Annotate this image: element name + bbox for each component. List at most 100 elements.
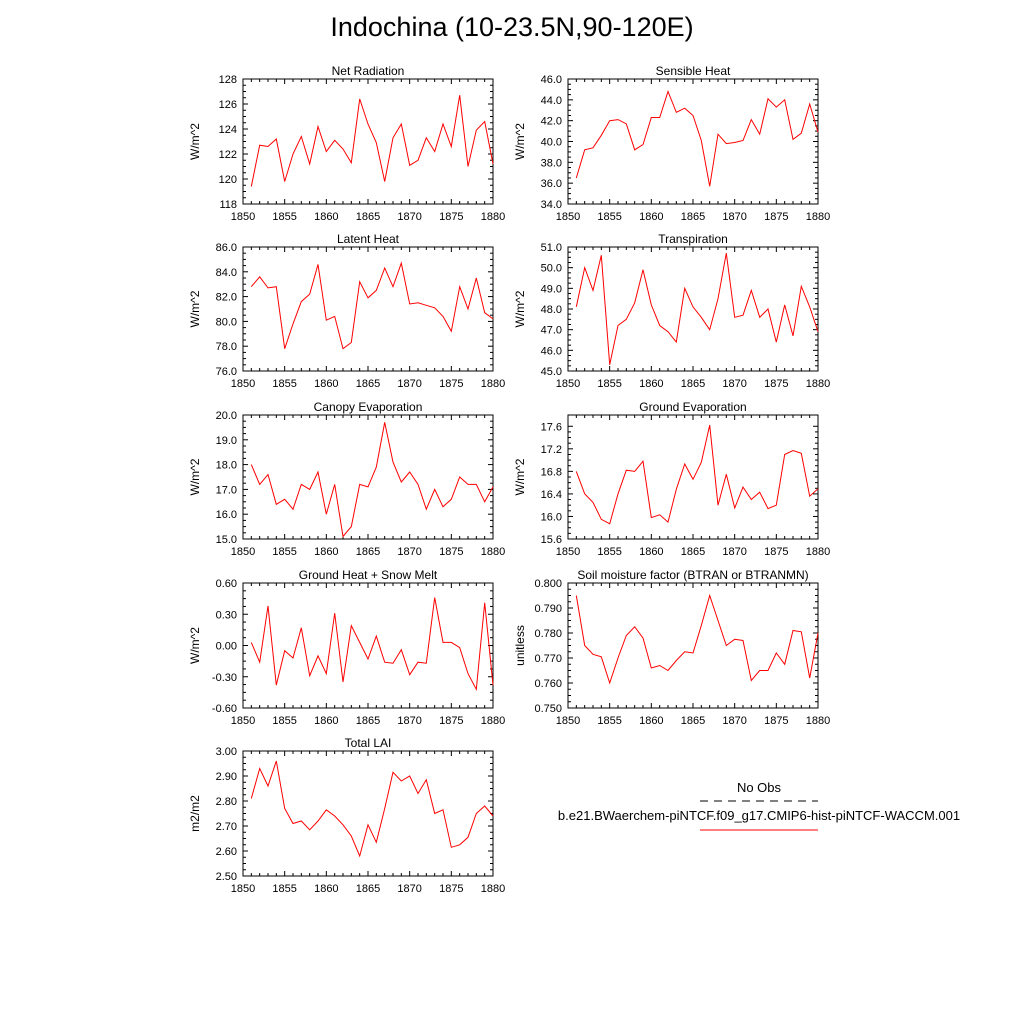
y-tick-label: 16.0	[541, 511, 562, 523]
x-tick-label: 1855	[272, 883, 296, 895]
y-tick-label: 124	[219, 124, 237, 136]
y-axis-label: m2/m2	[188, 795, 202, 832]
x-tick-label: 1850	[231, 211, 255, 223]
panel-title: Sensible Heat	[656, 64, 731, 78]
x-tick-label: 1850	[231, 546, 255, 558]
series-line	[250, 760, 494, 858]
y-tick-label: 19.0	[216, 435, 237, 447]
x-tick-label: 1865	[681, 715, 705, 727]
legend: No Obs b.e21.BWaerchem-piNTCF.f09_g17.CM…	[558, 780, 960, 831]
x-tick-label: 1860	[639, 546, 663, 558]
y-tick-label: 16.8	[541, 466, 562, 478]
x-tick-label: 1875	[764, 211, 788, 223]
x-tick-label: 1875	[439, 211, 463, 223]
x-tick-label: 1850	[231, 715, 255, 727]
plot-frame	[567, 78, 819, 205]
series-line	[250, 95, 494, 187]
x-tick-label: 1860	[314, 715, 338, 727]
y-axis-label: W/m^2	[188, 458, 202, 495]
panel-title: Canopy Evaporation	[314, 400, 423, 414]
x-tick-label: 1860	[639, 211, 663, 223]
y-tick-label: 128	[219, 74, 237, 86]
x-tick-label: 1875	[764, 378, 788, 390]
y-tick-label: 2.70	[216, 821, 237, 833]
x-tick-label: 1865	[356, 211, 380, 223]
x-tick-label: 1870	[397, 883, 421, 895]
y-tick-label: 15.6	[541, 534, 562, 546]
y-tick-label: 42.0	[541, 116, 562, 128]
y-tick-label: 78.0	[216, 341, 237, 353]
y-tick-label: 0.770	[534, 653, 562, 665]
x-tick-label: 1850	[556, 378, 580, 390]
x-tick-label: 1875	[439, 546, 463, 558]
panel-title: Total LAI	[345, 736, 392, 750]
x-tick-label: 1875	[764, 715, 788, 727]
y-tick-label: 3.00	[216, 746, 237, 758]
x-tick-label: 1855	[597, 546, 621, 558]
x-tick-label: 1880	[806, 378, 830, 390]
x-tick-label: 1875	[764, 546, 788, 558]
panel-title: Latent Heat	[337, 232, 400, 246]
x-tick-label: 1855	[272, 378, 296, 390]
y-axis-label: unitless	[513, 625, 527, 666]
x-tick-label: 1860	[314, 211, 338, 223]
y-tick-label: 16.0	[216, 509, 237, 521]
y-axis-label: W/m^2	[513, 290, 527, 327]
y-tick-label: 44.0	[541, 95, 562, 107]
x-tick-label: 1865	[356, 546, 380, 558]
series-line	[575, 593, 819, 685]
x-tick-label: 1855	[597, 211, 621, 223]
x-tick-label: 1865	[356, 715, 380, 727]
x-tick-label: 1880	[481, 546, 505, 558]
legend-model-label: b.e21.BWaerchem-piNTCF.f09_g17.CMIP6-his…	[558, 808, 960, 823]
y-tick-label: 36.0	[541, 178, 562, 190]
x-tick-label: 1865	[356, 378, 380, 390]
y-tick-label: 48.0	[541, 304, 562, 316]
x-tick-label: 1855	[272, 211, 296, 223]
y-axis-label: W/m^2	[188, 627, 202, 664]
plot-frame	[242, 78, 494, 205]
y-tick-label: 126	[219, 99, 237, 111]
x-tick-label: 1850	[556, 546, 580, 558]
y-tick-label: -0.30	[212, 672, 237, 684]
x-tick-label: 1875	[439, 883, 463, 895]
y-tick-label: 2.80	[216, 796, 237, 808]
y-tick-label: 84.0	[216, 267, 237, 279]
chart-panel: Sensible Heat 1850 1855 1860 1865 1870 1875 188…	[513, 64, 830, 223]
y-axis-label: W/m^2	[513, 123, 527, 160]
x-tick-label: 1870	[397, 715, 421, 727]
y-tick-label: 18.0	[216, 460, 237, 472]
y-tick-label: 17.6	[541, 421, 562, 433]
y-tick-label: 49.0	[541, 283, 562, 295]
x-tick-label: 1850	[556, 211, 580, 223]
y-tick-label: 46.0	[541, 345, 562, 357]
panel-title: Ground Evaporation	[639, 400, 746, 414]
y-tick-label: 40.0	[541, 137, 562, 149]
x-tick-label: 1880	[481, 378, 505, 390]
x-tick-label: 1880	[481, 715, 505, 727]
chart-panel: Canopy Evaporation 1850 1855 1860 1865 1870 18…	[188, 400, 505, 558]
y-axis-label: W/m^2	[188, 290, 202, 327]
plot-frame	[242, 750, 494, 877]
x-tick-label: 1870	[722, 715, 746, 727]
panel-title: Net Radiation	[332, 64, 405, 78]
y-tick-label: 0.30	[216, 609, 237, 621]
x-tick-label: 1870	[397, 211, 421, 223]
y-tick-label: 0.790	[534, 603, 562, 615]
y-tick-label: 15.0	[216, 534, 237, 546]
series-line	[250, 597, 494, 692]
x-tick-label: 1870	[722, 211, 746, 223]
panel-title: Soil moisture factor (BTRAN or BTRANMN)	[577, 568, 808, 582]
x-tick-label: 1880	[806, 715, 830, 727]
x-tick-label: 1865	[681, 546, 705, 558]
x-tick-label: 1850	[556, 715, 580, 727]
y-tick-label: 0.750	[534, 703, 562, 715]
y-tick-label: 0.760	[534, 678, 562, 690]
x-tick-label: 1875	[439, 378, 463, 390]
y-tick-label: 0.00	[216, 641, 237, 653]
y-tick-label: 38.0	[541, 157, 562, 169]
y-tick-label: 16.4	[541, 489, 562, 501]
y-axis-label: W/m^2	[513, 458, 527, 495]
y-tick-label: 120	[219, 174, 237, 186]
y-tick-label: 2.90	[216, 771, 237, 783]
